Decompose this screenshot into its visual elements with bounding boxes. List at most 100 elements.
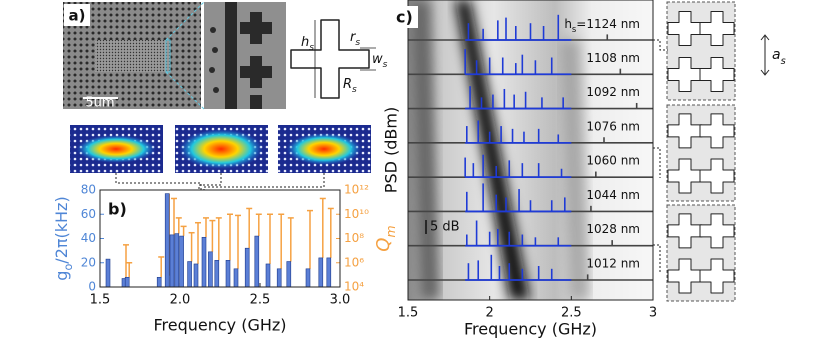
bar bbox=[214, 260, 220, 288]
text-main: h bbox=[564, 17, 572, 31]
bar bbox=[201, 236, 207, 288]
cell-cross bbox=[699, 258, 735, 294]
trace-label: 1012 nm bbox=[586, 257, 640, 271]
label-bg bbox=[64, 4, 90, 26]
panel-label: b) bbox=[108, 200, 127, 219]
y2-axis-label: Qm bbox=[373, 225, 398, 251]
y2-tick-label: 10⁸ bbox=[344, 231, 364, 245]
x-tick-label: 2 bbox=[486, 306, 494, 321]
bar bbox=[326, 257, 332, 288]
bar bbox=[124, 276, 130, 288]
spectrogram-background bbox=[408, 0, 653, 300]
x-tick-label: 2.5 bbox=[561, 306, 582, 321]
trace-label: 1044 nm bbox=[586, 188, 640, 202]
y-tick-label: 80 bbox=[81, 183, 96, 197]
bar bbox=[318, 257, 324, 288]
y2-tick-label: 10¹⁰ bbox=[344, 207, 369, 221]
mode-images bbox=[70, 125, 371, 190]
text-main: a bbox=[772, 47, 781, 63]
sketch-label: rs bbox=[350, 30, 360, 48]
label-bg bbox=[394, 6, 418, 28]
bar bbox=[276, 268, 282, 288]
dimension-lines bbox=[314, 20, 376, 98]
plot-frame bbox=[99, 189, 341, 288]
x-tick-label: 3.0 bbox=[330, 293, 351, 308]
y2-tick-label: 10⁴ bbox=[344, 280, 364, 294]
cell-cross bbox=[699, 158, 735, 194]
x-tick-label: 2.5 bbox=[250, 293, 271, 308]
bar bbox=[193, 263, 199, 288]
trace-label: 1076 nm bbox=[586, 119, 640, 133]
text-rest: /2π(kHz) bbox=[52, 196, 71, 263]
cell-cross bbox=[667, 113, 703, 149]
bar bbox=[169, 234, 175, 288]
cell-cross bbox=[667, 158, 703, 194]
y-tick-label: 60 bbox=[81, 207, 96, 221]
text-sub: s bbox=[781, 56, 786, 67]
text-sub: s bbox=[355, 38, 360, 48]
text-sub: o bbox=[62, 264, 75, 271]
text-sub: s bbox=[572, 24, 576, 34]
text-main: Q bbox=[373, 238, 394, 252]
cell-cross bbox=[699, 113, 735, 149]
cell-box bbox=[666, 204, 736, 302]
bar bbox=[233, 268, 239, 288]
sketch-label: ws bbox=[372, 52, 388, 70]
lattice-arrow-heads bbox=[760, 34, 770, 76]
cell-box bbox=[666, 104, 736, 202]
panel-label: c) bbox=[396, 8, 413, 27]
bar bbox=[265, 263, 271, 288]
y2-tick-label: 10⁶ bbox=[344, 255, 364, 269]
x-tick-label: 3 bbox=[649, 306, 657, 321]
text-sub: m bbox=[383, 225, 398, 237]
text-main: w bbox=[372, 52, 383, 67]
cell-cross bbox=[667, 213, 703, 249]
cell-cross bbox=[699, 10, 735, 46]
bar bbox=[105, 258, 111, 288]
bar bbox=[179, 235, 184, 288]
y-axis-label: go/2π(kHz) bbox=[52, 196, 75, 280]
sketch-label: Rs bbox=[343, 77, 357, 95]
y-axis-label: PSD (dBm) bbox=[382, 107, 401, 193]
cell-cross bbox=[699, 213, 735, 249]
y-tick-label: 40 bbox=[81, 231, 96, 245]
text-main: h bbox=[301, 35, 309, 50]
cell-cross bbox=[667, 258, 703, 294]
sketch-label: hs bbox=[301, 35, 314, 53]
text-sub: s bbox=[352, 85, 357, 95]
trace-label: 1028 nm bbox=[586, 222, 640, 236]
trace-label: 1108 nm bbox=[586, 51, 640, 65]
cell-cross bbox=[699, 57, 735, 93]
bar bbox=[305, 268, 311, 288]
y-tick-label: 20 bbox=[81, 255, 96, 269]
cell-box bbox=[666, 1, 736, 101]
bar bbox=[187, 261, 192, 288]
x-tick-label: 1.5 bbox=[398, 306, 419, 321]
text-sub: s bbox=[383, 60, 388, 70]
plot-frame bbox=[407, 0, 654, 301]
cross-sketch bbox=[290, 19, 370, 99]
x-tick-label: 1.5 bbox=[90, 293, 111, 308]
bar bbox=[208, 251, 213, 288]
bar bbox=[225, 260, 231, 288]
text-rest: =1124 nm bbox=[576, 17, 640, 31]
y-tick-label: 0 bbox=[88, 280, 96, 294]
trace-label: 1060 nm bbox=[586, 154, 640, 168]
cell-connectors bbox=[653, 39, 668, 273]
unit-cells bbox=[666, 1, 736, 302]
bar bbox=[174, 233, 180, 288]
scale-bar-label: 5 dB bbox=[430, 220, 460, 235]
bar bbox=[286, 261, 292, 288]
trace-label: hs=1124 nm bbox=[564, 17, 640, 34]
text-main: R bbox=[343, 77, 352, 92]
bar bbox=[164, 193, 170, 288]
text-sub: s bbox=[309, 43, 314, 53]
text-main: r bbox=[350, 30, 357, 45]
lattice-label: as bbox=[772, 47, 786, 67]
y2-tick-label: 10¹² bbox=[344, 183, 369, 197]
x-axis-label: Frequency (GHz) bbox=[153, 316, 286, 335]
trace-label: 1092 nm bbox=[586, 85, 640, 99]
panel-label: a) bbox=[69, 7, 86, 25]
scale-bar-label: 5um bbox=[85, 96, 114, 111]
